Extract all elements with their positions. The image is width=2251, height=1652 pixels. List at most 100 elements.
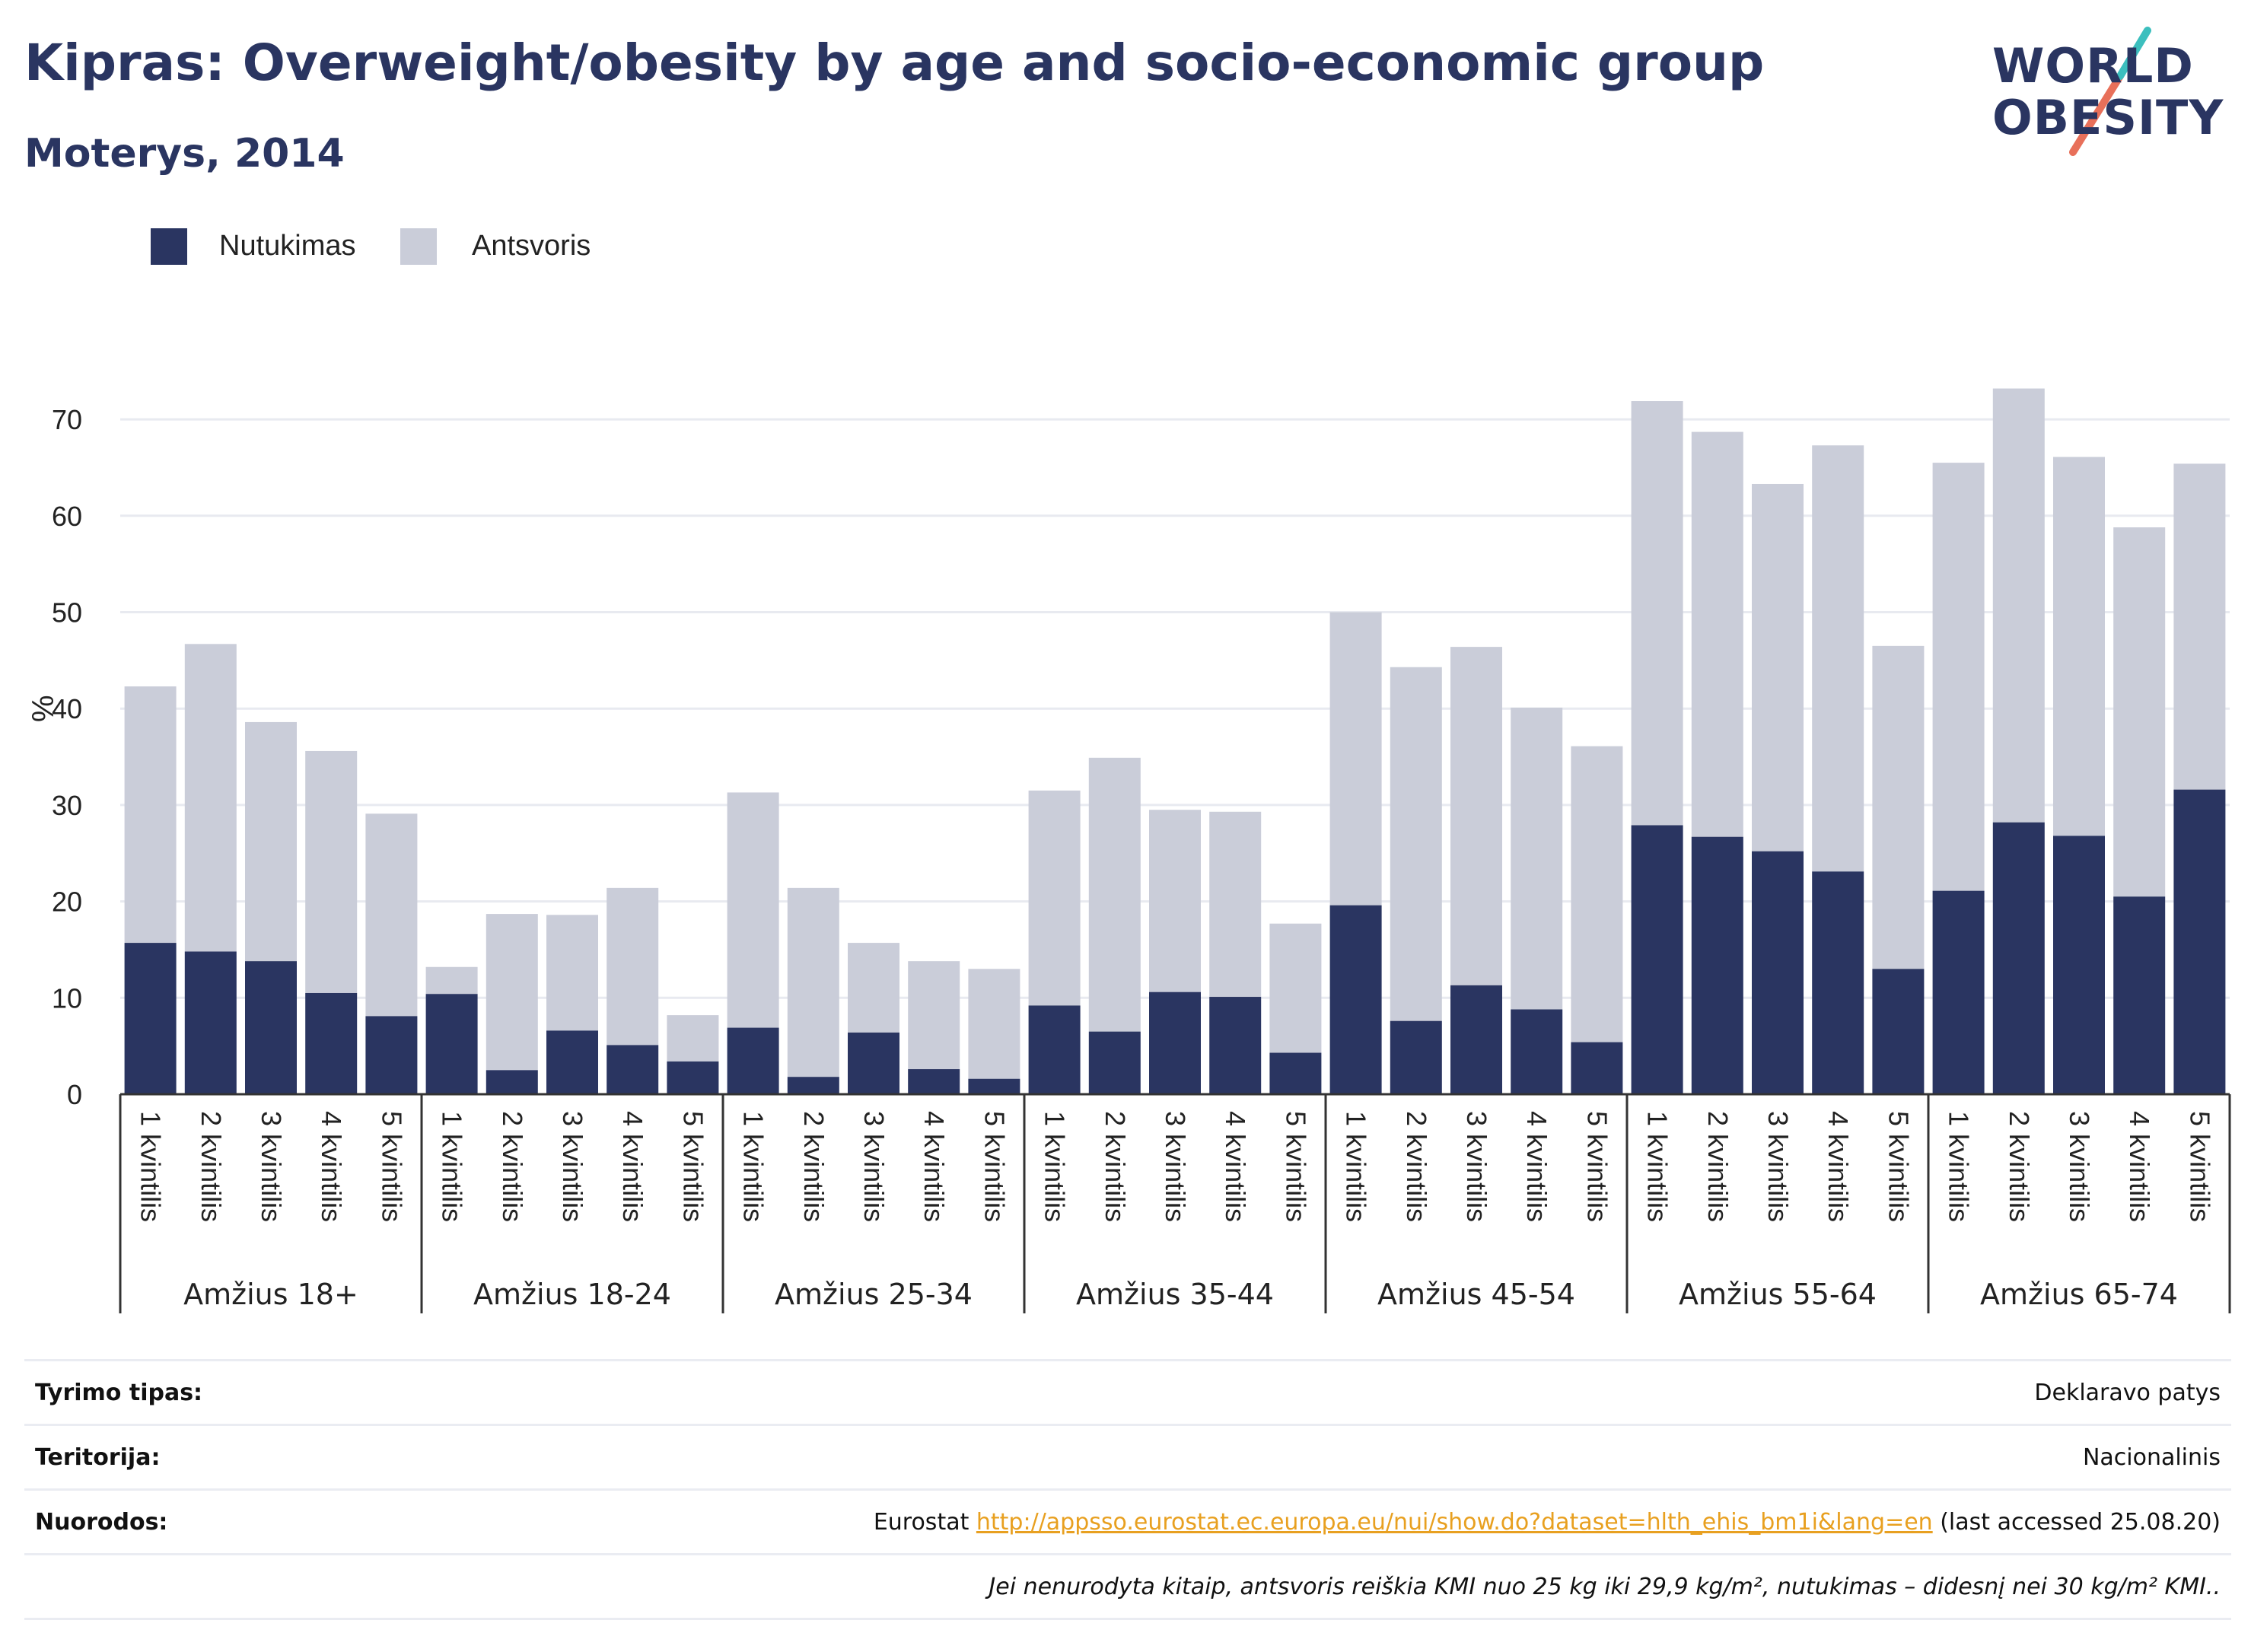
x-tick-label: 1 kvintilis (437, 1111, 468, 1222)
info-row-note: Jei nenurodyta kitaip, antsvoris reiškia… (24, 1553, 2231, 1620)
bar-antsvoris (1691, 431, 1743, 837)
bar-nutukimas (1209, 997, 1262, 1094)
x-tick-label: 3 kvintilis (1762, 1111, 1794, 1222)
x-tick-label: 1 kvintilis (1341, 1111, 1372, 1222)
x-tick-label: 3 kvintilis (858, 1111, 890, 1222)
y-tick-label: 0 (67, 1079, 82, 1110)
bar-antsvoris (365, 813, 418, 1017)
bar-nutukimas (1450, 985, 1502, 1094)
bar-antsvoris (1269, 923, 1322, 1053)
bar-nutukimas (1028, 1005, 1081, 1094)
x-tick-label: 1 kvintilis (738, 1111, 769, 1222)
bar-nutukimas (1571, 1042, 1623, 1094)
bar-nutukimas (124, 943, 177, 1094)
x-tick-label: 3 kvintilis (557, 1111, 588, 1222)
stacked-bar-chart: 0 10 20 30 40 50 60 70% 1 kvintilis 2 kvintilis 3 … (27, 388, 2231, 1313)
x-tick-label: 4 kvintilis (1521, 1111, 1552, 1222)
bar-nutukimas (968, 1078, 1020, 1094)
info-row-survey-type: Tyrimo tipas: Deklaravo patys (24, 1359, 2231, 1424)
logo-line1: WORLD (1992, 38, 2194, 94)
logo-line2: OBESITY (1992, 90, 2224, 145)
bar-antsvoris (1631, 401, 1683, 826)
bar-nutukimas (1390, 1020, 1442, 1094)
bar-antsvoris (1450, 647, 1502, 985)
y-tick-label: 20 (52, 886, 82, 918)
bar-nutukimas (848, 1032, 899, 1094)
group-label: Amžius 45-54 (1377, 1278, 1575, 1311)
bar-antsvoris (848, 943, 899, 1033)
x-tick-label: 3 kvintilis (1461, 1111, 1492, 1222)
x-tick-label: 1 kvintilis (135, 1111, 167, 1222)
bar-antsvoris (124, 686, 177, 944)
x-tick-label: 2 kvintilis (2004, 1111, 2035, 1222)
bar-antsvoris (425, 966, 478, 995)
info-value-references: Eurostat http://appsso.eurostat.ec.europ… (874, 1509, 2221, 1536)
bar-nutukimas (1932, 890, 1985, 1094)
bar-nutukimas (1511, 1009, 1563, 1094)
bar-antsvoris (1872, 645, 1925, 969)
x-tick-label: 5 kvintilis (979, 1111, 1010, 1222)
info-row-territory: Teritorija: Nacionalinis (24, 1424, 2231, 1488)
x-tick-label: 2 kvintilis (1100, 1111, 1131, 1222)
bar-antsvoris (2053, 457, 2105, 836)
bar-nutukimas (546, 1030, 598, 1094)
x-tick-label: 5 kvintilis (1280, 1111, 1311, 1222)
bar-antsvoris (1209, 811, 1262, 998)
bar-antsvoris (1329, 612, 1382, 906)
bar-antsvoris (2113, 527, 2166, 897)
info-label-references: Nuorodos: (35, 1509, 168, 1536)
legend-label-nutukimas: Nutukimas (219, 230, 356, 262)
group-label: Amžius 55-64 (1679, 1278, 1877, 1311)
definition-note: Jei nenurodyta kitaip, antsvoris reiškia… (989, 1574, 2221, 1600)
x-tick-label: 4 kvintilis (919, 1111, 950, 1222)
x-tick-label: 3 kvintilis (1160, 1111, 1191, 1222)
bar-antsvoris (727, 792, 779, 1028)
x-tick-label: 4 kvintilis (2124, 1111, 2155, 1222)
x-tick-label: 1 kvintilis (1040, 1111, 1071, 1222)
bar-nutukimas (1752, 851, 1804, 1094)
reference-prefix: Eurostat (873, 1509, 976, 1536)
bar-antsvoris (1992, 388, 2045, 823)
y-tick-label: 70 (52, 404, 82, 435)
group-label: Amžius 65-74 (1980, 1278, 2178, 1311)
bar-antsvoris (486, 914, 538, 1071)
bar-antsvoris (1088, 757, 1141, 1032)
info-value-survey-type: Deklaravo patys (2034, 1380, 2221, 1406)
bar-antsvoris (1571, 746, 1623, 1042)
x-tick-label: 5 kvintilis (376, 1111, 407, 1222)
bar-antsvoris (245, 721, 297, 962)
bar-antsvoris (546, 915, 598, 1031)
x-tick-label: 4 kvintilis (617, 1111, 648, 1222)
info-label-territory: Teritorija: (35, 1444, 161, 1471)
chart-title: Kipras: Overweight/obesity by age and so… (24, 33, 1765, 92)
bar-nutukimas (1149, 992, 1201, 1094)
bar-antsvoris (607, 887, 659, 1046)
bar-nutukimas (365, 1016, 418, 1094)
x-tick-label: 2 kvintilis (798, 1111, 829, 1222)
bar-nutukimas (1691, 836, 1743, 1094)
legend-label-antsvoris: Antsvoris (472, 230, 591, 262)
x-tick-label: 5 kvintilis (1883, 1111, 1914, 1222)
bar-antsvoris (184, 644, 237, 952)
bar-nutukimas (305, 992, 358, 1094)
bar-antsvoris (1149, 810, 1201, 992)
x-tick-label: 1 kvintilis (1944, 1111, 1975, 1222)
bar-nutukimas (245, 961, 297, 1094)
x-tick-label: 1 kvintilis (1642, 1111, 1673, 1222)
world-obesity-logo: WORLD OBESITY (1979, 21, 2237, 166)
bar-antsvoris (1028, 790, 1081, 1006)
legend-swatch-nutukimas (151, 228, 187, 265)
bar-antsvoris (968, 969, 1020, 1079)
bar-nutukimas (2173, 789, 2226, 1094)
group-label: Amžius 18+ (183, 1278, 358, 1311)
x-tick-label: 4 kvintilis (316, 1111, 347, 1222)
x-tick-label: 4 kvintilis (1220, 1111, 1251, 1222)
y-tick-label: 40 (52, 693, 82, 724)
bar-antsvoris (305, 750, 358, 993)
x-tick-label: 3 kvintilis (256, 1111, 287, 1222)
y-tick-label: 30 (52, 790, 82, 821)
eurostat-link[interactable]: http://appsso.eurostat.ec.europa.eu/nui/… (976, 1509, 1933, 1536)
group-label: Amžius 25-34 (775, 1278, 973, 1311)
y-axis-label: % (27, 695, 60, 722)
info-row-references: Nuorodos: Eurostat http://appsso.eurosta… (24, 1488, 2231, 1553)
